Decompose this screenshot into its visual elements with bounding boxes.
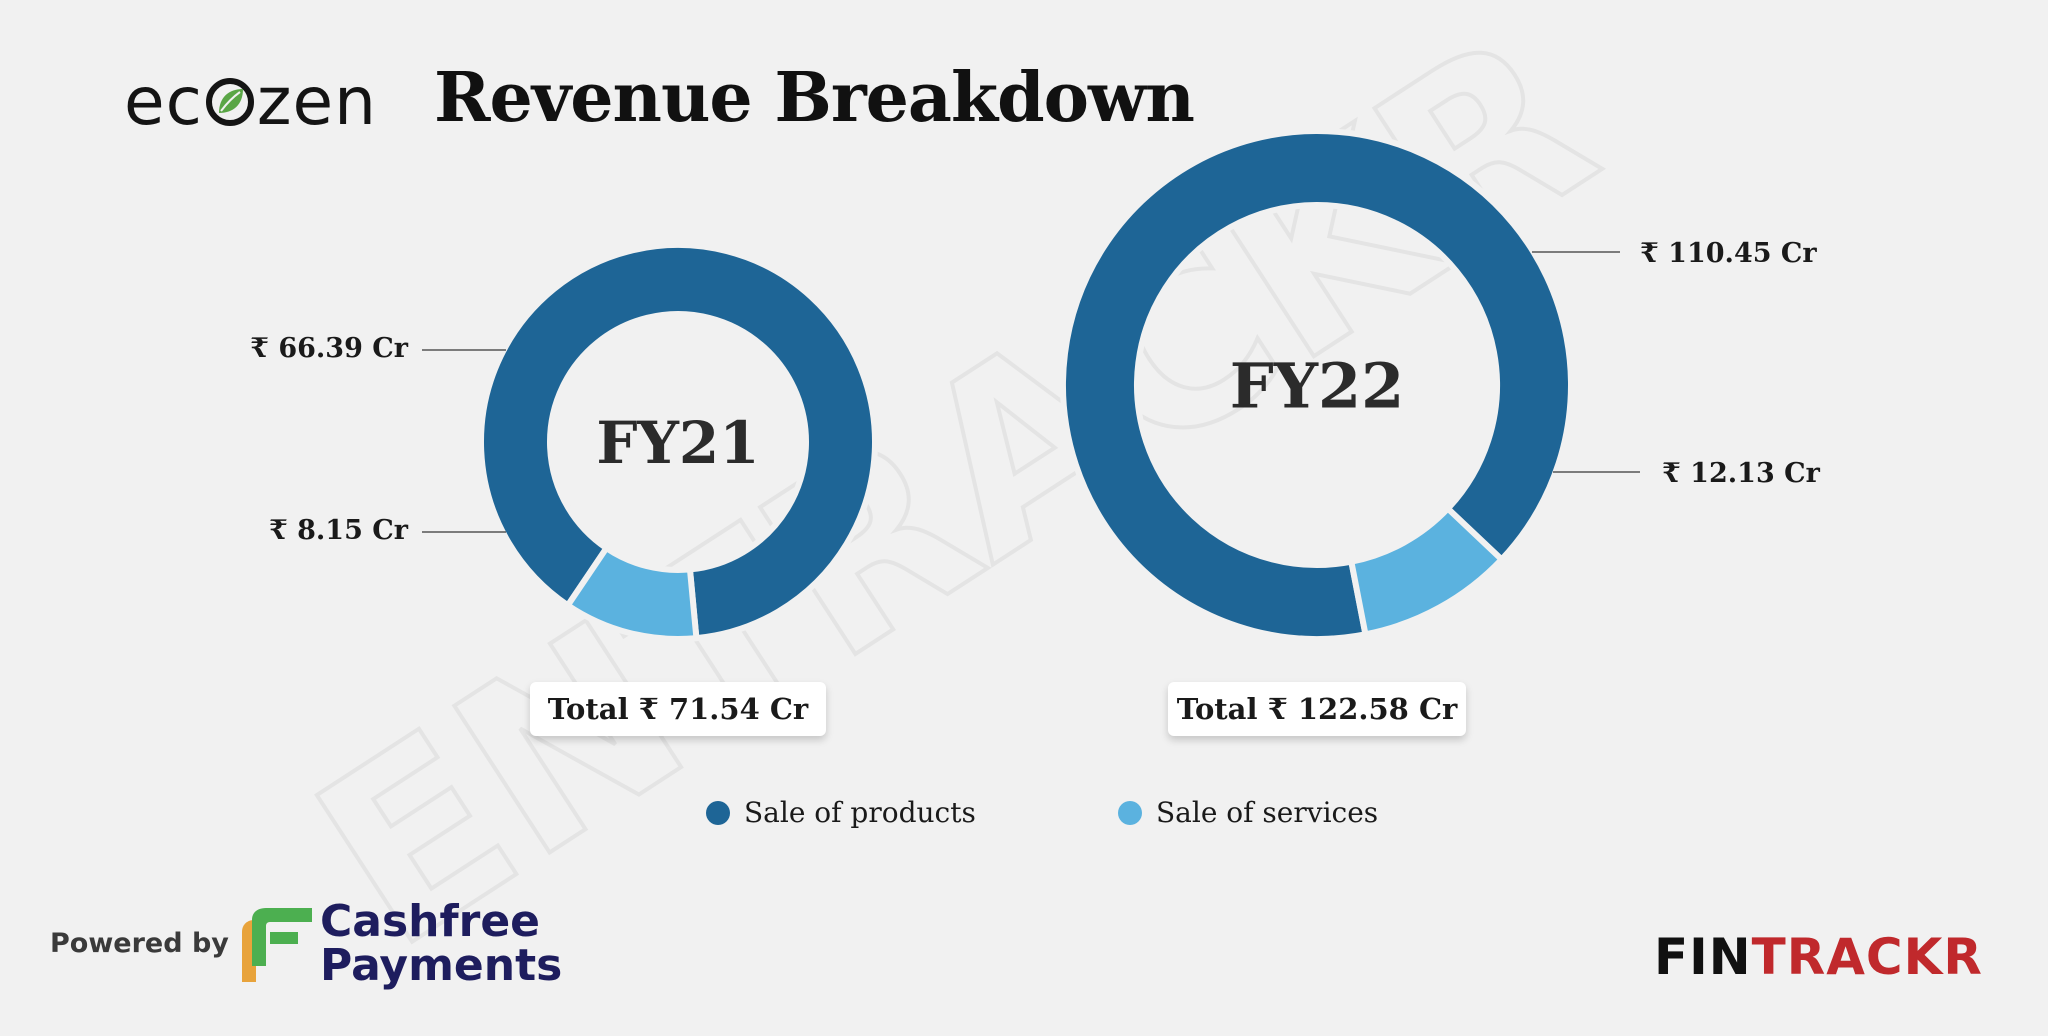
logo-text-right: zen	[256, 63, 377, 140]
total-label-fy21: Total ₹ 71.54 Cr	[547, 692, 809, 726]
legend-dot-services	[1118, 800, 1142, 825]
donut-slice-fy21-products	[478, 242, 878, 642]
legend-label-services: Sale of services	[1156, 796, 1379, 829]
fintrackr-logo: FINTRACKR	[1654, 928, 1983, 986]
donut-slice-fy22-services	[1347, 504, 1506, 638]
leaf-icon	[205, 78, 254, 126]
value-label-fy22-services: ₹ 12.13 Cr	[1662, 458, 1821, 489]
cashfree-wordmark: Cashfree Payments	[320, 900, 562, 988]
logo-text-left: ec	[124, 63, 203, 140]
fintrackr-part2: TRACKR	[1751, 928, 1983, 986]
value-label-fy22-products: ₹ 110.45 Cr	[1640, 238, 1817, 269]
fintrackr-part1: FIN	[1654, 928, 1752, 986]
ecozen-logo: ec zen	[124, 62, 377, 142]
cashfree-logo-icon	[242, 908, 312, 982]
cashfree-line2: Payments	[320, 940, 563, 991]
value-label-fy21-services: ₹ 8.15 Cr	[269, 515, 409, 546]
powered-by-label: Powered by	[50, 928, 229, 959]
legend-item-services: Sale of services	[1118, 796, 1378, 829]
center-label-fy21: FY21	[596, 409, 759, 477]
legend-label-products: Sale of products	[744, 796, 976, 829]
total-box-fy22: Total ₹ 122.58 Cr	[1168, 682, 1466, 736]
legend-dot-products	[706, 800, 730, 825]
cashfree-line1: Cashfree	[320, 896, 541, 947]
legend-item-products: Sale of products	[706, 796, 976, 829]
donut-slice-fy21-services	[563, 543, 700, 642]
page-title: Revenue Breakdown	[434, 58, 1195, 138]
donut-slice-fy22-products	[1059, 128, 1574, 642]
total-label-fy22: Total ₹ 122.58 Cr	[1176, 692, 1458, 726]
total-box-fy21: Total ₹ 71.54 Cr	[530, 682, 826, 736]
center-label-fy22: FY22	[1230, 349, 1405, 422]
value-label-fy21-products: ₹ 66.39 Cr	[250, 333, 409, 364]
